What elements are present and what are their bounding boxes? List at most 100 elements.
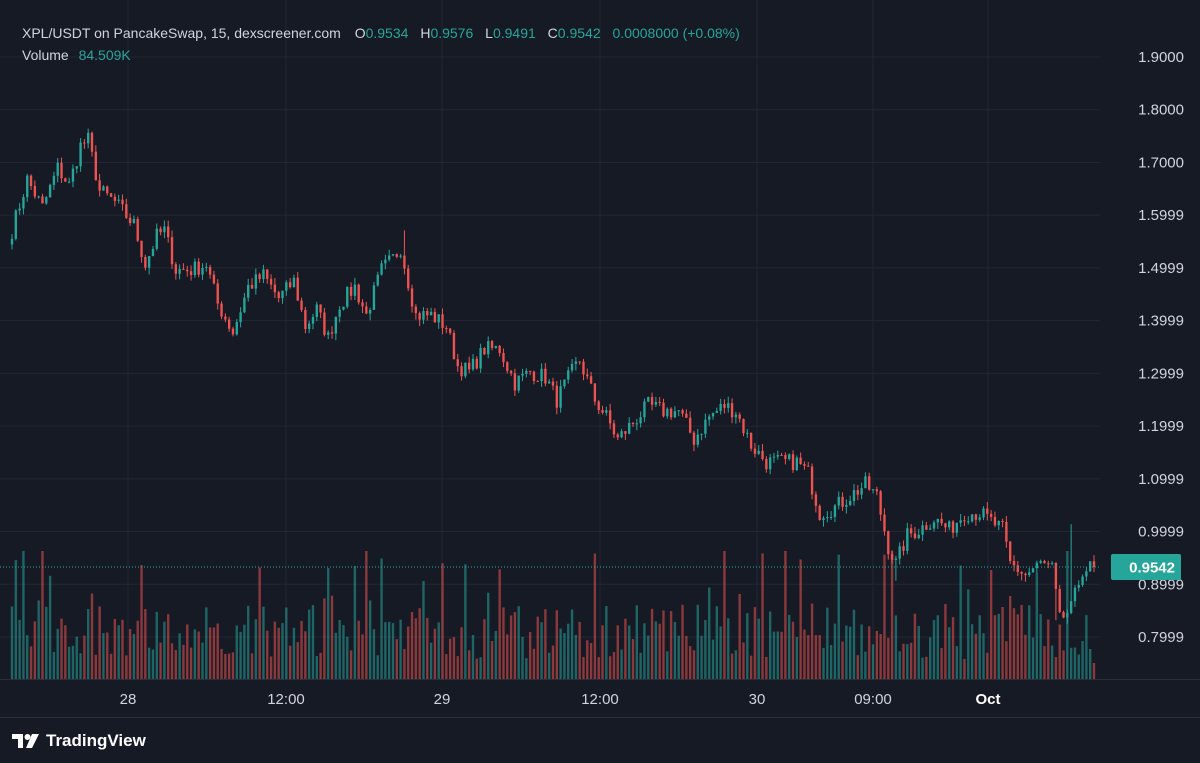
candle-body <box>681 410 684 414</box>
candle-body <box>494 345 498 348</box>
candle-body <box>189 271 193 276</box>
candle-body <box>948 521 951 528</box>
last-price-badge <box>1111 554 1181 581</box>
volume-bar <box>281 623 284 679</box>
candle-body <box>45 197 48 204</box>
volume-bar <box>986 652 989 679</box>
open-value: 0.9534 <box>365 25 409 41</box>
candle-body <box>1069 601 1073 613</box>
candle-body <box>662 402 665 417</box>
volume-bar <box>483 619 486 679</box>
volume-bar <box>357 620 360 679</box>
symbol-label[interactable]: XPL/USDT on PancakeSwap, 15, dexscreener… <box>22 25 341 41</box>
candle-body <box>803 464 806 466</box>
volume-bar <box>216 623 219 679</box>
volume-bar <box>654 621 658 679</box>
candle-body <box>776 454 779 457</box>
candle-body <box>98 180 101 191</box>
volume-bar <box>296 642 299 679</box>
volume-bar <box>56 628 59 679</box>
volume-bar <box>498 569 501 679</box>
volume-bar <box>677 635 680 679</box>
low-value: 0.9491 <box>492 25 536 41</box>
x-tick-label: Oct <box>975 691 1000 708</box>
candle-body <box>1016 565 1019 572</box>
y-tick-label: 1.9000 <box>1138 49 1184 66</box>
candle-body <box>624 431 627 434</box>
volume-bar <box>730 653 734 679</box>
volume-bar <box>563 632 566 679</box>
volume-bar <box>346 636 349 679</box>
volume-bar <box>266 630 269 679</box>
candle-body <box>205 266 208 268</box>
candle-body <box>128 217 132 223</box>
volume-bar <box>479 657 482 679</box>
volume-bar <box>506 634 509 679</box>
candle-body <box>868 476 871 490</box>
candle-body <box>227 319 231 329</box>
volume-bar <box>765 656 768 679</box>
candle-body <box>235 322 238 335</box>
candle-body <box>795 457 799 471</box>
volume-bar <box>810 603 814 679</box>
tradingview-logo[interactable]: TradingView <box>12 731 146 751</box>
candle-body <box>631 422 635 424</box>
candle-body <box>601 410 604 413</box>
volume-bar <box>201 642 204 679</box>
candle-body <box>395 254 398 257</box>
candle-body <box>14 210 17 239</box>
volume-bar <box>37 600 40 679</box>
candle-body <box>201 267 204 275</box>
volume-bar <box>361 634 364 679</box>
candle-body <box>490 341 494 348</box>
volume-bar <box>948 627 951 679</box>
candle-body <box>608 410 612 424</box>
volume-bar <box>833 623 837 679</box>
candle-body <box>841 496 844 507</box>
candle-body <box>71 168 75 182</box>
candle-body <box>1081 576 1084 585</box>
candle-body <box>174 264 178 274</box>
candle-body <box>993 516 997 526</box>
candle-body <box>894 558 898 560</box>
volume-bar <box>64 625 67 679</box>
candle-body <box>521 373 524 376</box>
candle-body <box>509 370 513 374</box>
candle-body <box>281 290 284 299</box>
volume-bar <box>993 615 997 679</box>
candle-body <box>483 347 486 355</box>
candle-body <box>387 255 391 260</box>
candle-body <box>502 352 505 363</box>
volume-bar <box>597 657 600 679</box>
volume-bar <box>18 619 21 679</box>
volume-bar <box>673 622 677 679</box>
x-tick-label: 30 <box>749 691 766 708</box>
volume-bar <box>1012 608 1016 679</box>
candle-body <box>852 490 856 501</box>
candle-body <box>532 371 536 381</box>
candle-body <box>1073 587 1077 602</box>
candle-body <box>170 237 174 265</box>
x-tick-label: 28 <box>120 691 137 708</box>
volume-bar <box>517 606 520 679</box>
candle-body <box>1035 562 1039 569</box>
volume-bar <box>727 618 730 679</box>
volume-bar <box>582 656 585 679</box>
volume-bar <box>26 635 29 679</box>
volume-bar <box>685 635 688 679</box>
candle-body <box>182 268 185 270</box>
candle-body <box>315 304 318 317</box>
candle-body <box>788 454 791 459</box>
volume-bar <box>395 639 398 679</box>
volume-bar <box>285 607 288 679</box>
volume-bar <box>620 649 623 679</box>
volume-bar <box>414 618 418 679</box>
candle-body <box>909 528 913 534</box>
volume-bar <box>548 652 551 679</box>
volume-bar <box>1005 641 1008 679</box>
candle-body <box>1001 520 1004 522</box>
volume-row: Volume 84.509K <box>22 44 740 66</box>
volume-bar <box>391 623 395 679</box>
